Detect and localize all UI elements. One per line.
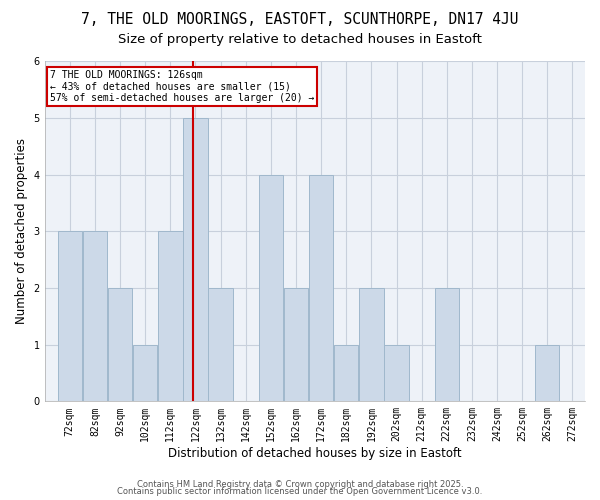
Bar [58, 232, 82, 402]
Bar [158, 232, 182, 402]
Bar [535, 344, 559, 402]
Bar [108, 288, 132, 402]
Bar [434, 288, 459, 402]
Bar [334, 344, 358, 402]
Text: 7, THE OLD MOORINGS, EASTOFT, SCUNTHORPE, DN17 4JU: 7, THE OLD MOORINGS, EASTOFT, SCUNTHORPE… [81, 12, 519, 28]
Bar [259, 175, 283, 402]
Text: Size of property relative to detached houses in Eastoft: Size of property relative to detached ho… [118, 32, 482, 46]
Bar [183, 118, 208, 402]
Bar [284, 288, 308, 402]
Text: Contains HM Land Registry data © Crown copyright and database right 2025.: Contains HM Land Registry data © Crown c… [137, 480, 463, 489]
Text: Contains public sector information licensed under the Open Government Licence v3: Contains public sector information licen… [118, 487, 482, 496]
Bar [359, 288, 383, 402]
Bar [208, 288, 233, 402]
X-axis label: Distribution of detached houses by size in Eastoft: Distribution of detached houses by size … [168, 447, 461, 460]
Bar [385, 344, 409, 402]
Text: 7 THE OLD MOORINGS: 126sqm
← 43% of detached houses are smaller (15)
57% of semi: 7 THE OLD MOORINGS: 126sqm ← 43% of deta… [50, 70, 314, 103]
Bar [133, 344, 157, 402]
Bar [309, 175, 334, 402]
Y-axis label: Number of detached properties: Number of detached properties [15, 138, 28, 324]
Bar [83, 232, 107, 402]
